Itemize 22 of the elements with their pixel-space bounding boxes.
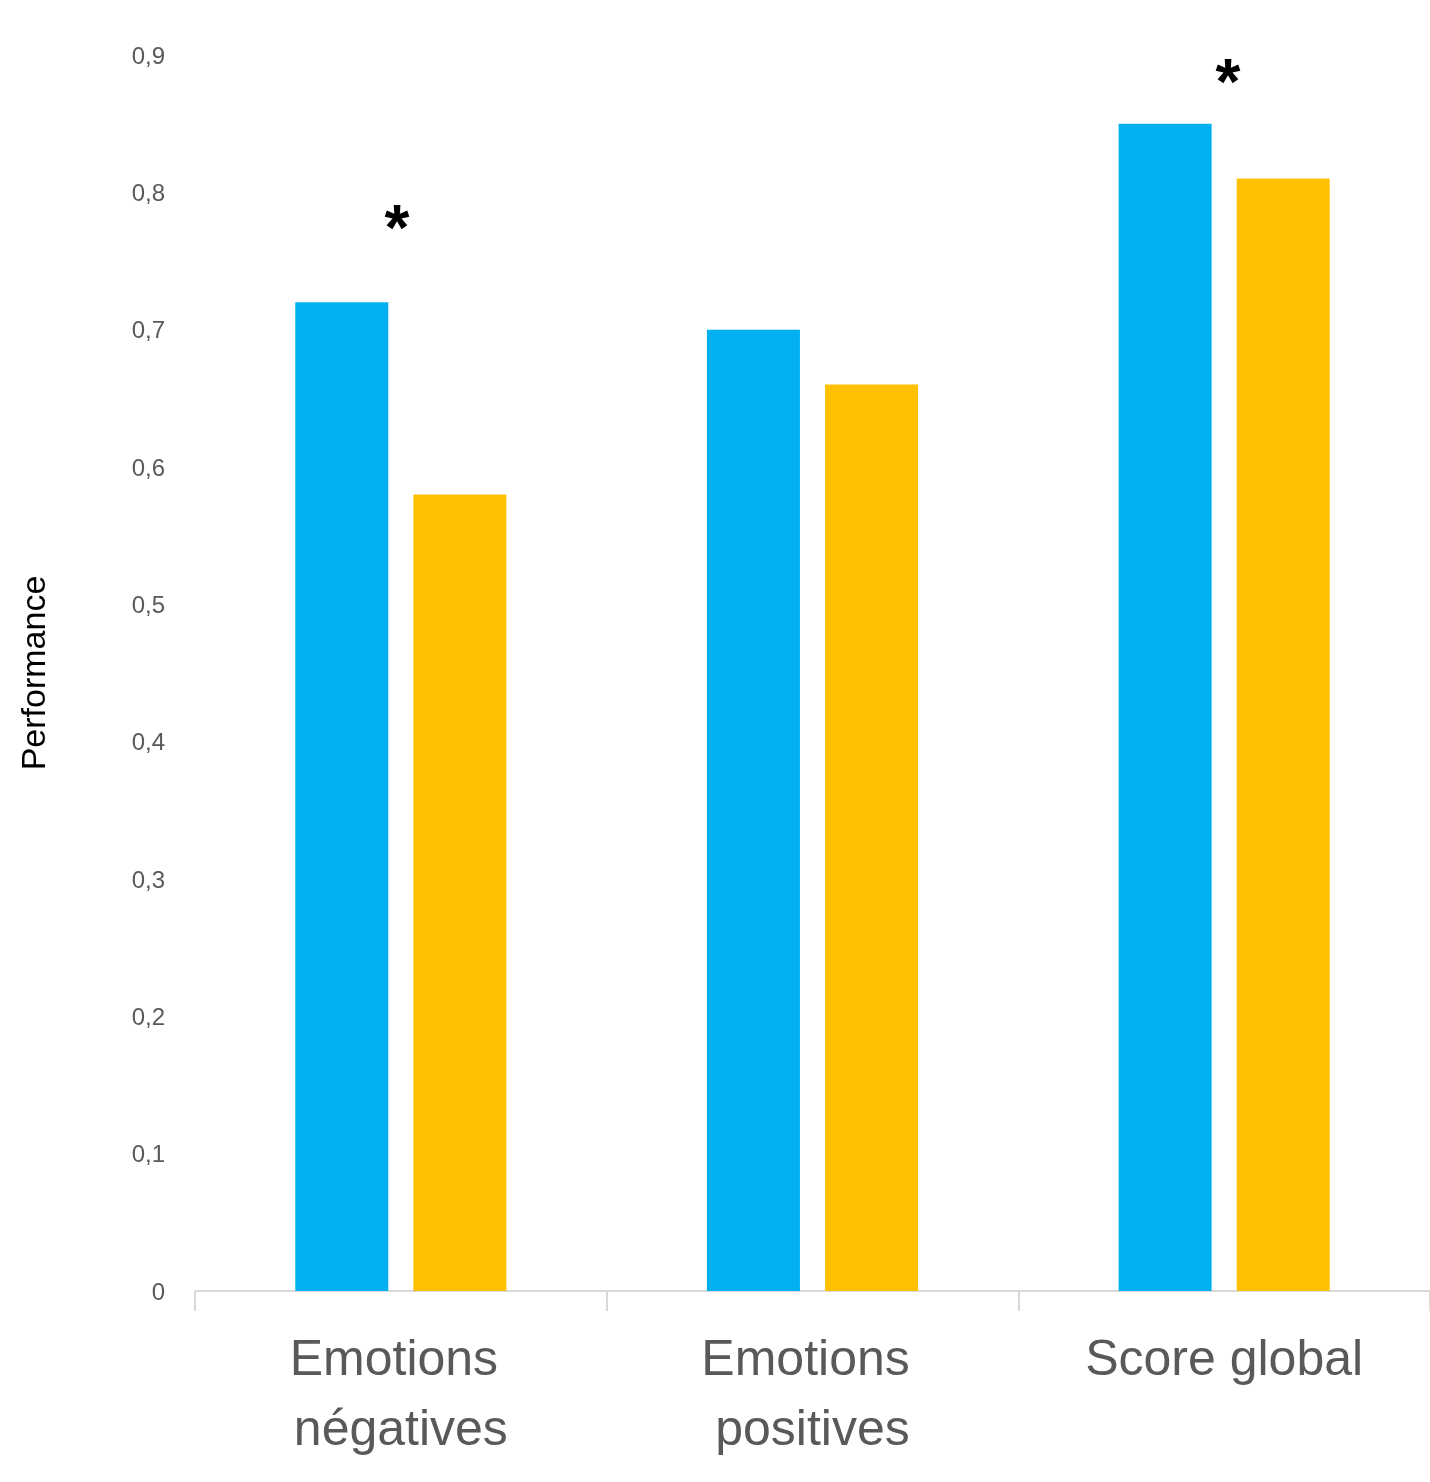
bar [1118,123,1212,1291]
x-tick-label: Emotions négatives [289,1330,512,1456]
bar [825,384,919,1291]
y-tick-label: 0,7 [131,316,165,344]
bar [1236,178,1330,1291]
y-tick-label: 0 [151,1277,165,1305]
bar [706,329,800,1291]
y-tick-label: 0,8 [131,178,165,206]
bar [295,302,389,1291]
y-tick-label: 0,6 [131,453,165,481]
y-tick-label: 0,4 [131,728,165,756]
y-tick-label: 0,3 [131,865,165,893]
x-tick-label: Score global [1085,1330,1364,1386]
y-tick-label: 0,9 [131,41,165,69]
bar [413,494,507,1291]
x-tick-label: Emotions positives [701,1330,924,1456]
y-tick-label: 0,1 [131,1140,165,1168]
y-tick-label: 0,2 [131,1002,165,1030]
annotation: * [384,192,410,264]
annotation: * [1215,46,1241,118]
y-axis-title: Performance [14,575,52,771]
y-tick-label: 0,5 [131,590,165,618]
